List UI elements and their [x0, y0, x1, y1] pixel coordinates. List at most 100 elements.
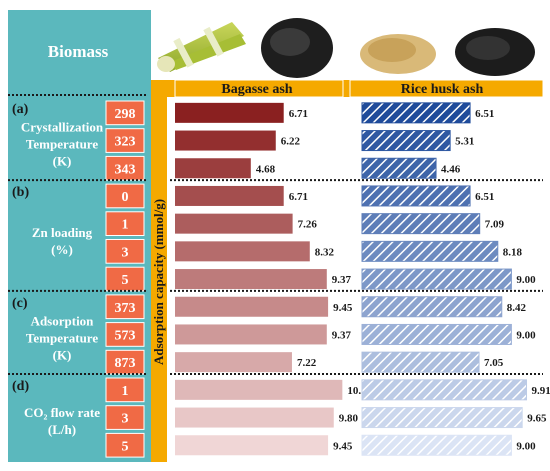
value-label-bagasse-ash: 9.45	[333, 302, 353, 314]
group-letter: (c)	[12, 296, 28, 311]
bar-bagasse-ash	[175, 269, 327, 290]
value-label-rice-husk-ash: 9.00	[516, 440, 536, 452]
value-label-rice-husk-ash: 7.09	[485, 219, 505, 231]
legend-bagasse-label: Bagasse ash	[221, 82, 292, 97]
y-axis-label: Adsorption capacity (mmol/g)	[151, 199, 166, 365]
bar-rice-husk-ash	[361, 434, 512, 456]
level-box	[105, 239, 145, 264]
rice-husk-ash-photo	[447, 10, 543, 82]
bar-bagasse-ash	[175, 435, 329, 456]
group-title-line: (L/h)	[48, 422, 76, 437]
value-label-rice-husk-ash: 9.65	[527, 413, 547, 425]
level-box	[105, 100, 145, 126]
level-label: 298	[115, 107, 136, 122]
rice-husk-photo	[350, 10, 445, 82]
bar-rice-husk-ash	[361, 213, 481, 235]
bar-rice-husk-ash	[361, 240, 499, 262]
value-label-bagasse-ash: 9.37	[332, 329, 352, 341]
bar-bagasse-ash	[175, 185, 284, 206]
value-label-rice-husk-ash: 6.51	[475, 191, 494, 203]
bar-bagasse-ash	[175, 130, 276, 151]
value-label-bagasse-ash: 7.26	[298, 219, 318, 231]
value-label-bagasse-ash: 6.22	[281, 136, 301, 148]
value-label-rice-husk-ash: 9.00	[516, 274, 536, 286]
bar-bagasse-ash	[175, 213, 293, 234]
sugarcane-photo	[151, 10, 248, 82]
bagasse-ash-photo	[250, 10, 345, 82]
bar-rice-husk-ash	[361, 379, 528, 401]
bar-rice-husk-ash	[361, 351, 480, 373]
value-label-bagasse-ash: 6.71	[289, 191, 308, 203]
level-box	[105, 183, 145, 209]
group-title-line: Zn loading	[32, 225, 93, 240]
level-box	[105, 294, 145, 320]
level-label: 5	[122, 439, 129, 454]
legend-rice-box	[349, 79, 544, 98]
value-label-bagasse-ash: 8.32	[315, 246, 335, 258]
bar-rice-husk-ash	[361, 130, 451, 152]
bar-rice-husk-ash	[361, 102, 471, 124]
bar-rice-husk-ash	[361, 185, 471, 207]
bar-bagasse-ash	[175, 296, 329, 317]
legend-bagasse-box	[174, 79, 344, 98]
value-label-rice-husk-ash: 5.31	[455, 136, 474, 148]
bar-bagasse-ash	[175, 407, 334, 428]
value-label-rice-husk-ash: 4.46	[441, 163, 461, 175]
group-letter: (a)	[12, 102, 29, 117]
bar-rice-husk-ash	[361, 157, 437, 179]
bar-bagasse-ash	[175, 379, 343, 400]
value-label-bagasse-ash: 9.37	[332, 274, 352, 286]
group-title-line: (%)	[51, 242, 73, 257]
bar-bagasse-ash	[175, 158, 251, 179]
biomass-header-box	[8, 10, 151, 90]
group-letter: (b)	[12, 185, 29, 200]
level-label: 0	[122, 190, 129, 205]
level-box	[105, 377, 145, 403]
level-box	[105, 432, 145, 458]
value-label-bagasse-ash: 7.22	[297, 357, 317, 369]
value-label-rice-husk-ash: 8.42	[507, 302, 527, 314]
y-axis-bar	[151, 97, 167, 462]
value-label-bagasse-ash: 4.68	[256, 163, 276, 175]
value-label-bagasse-ash: 9.45	[333, 440, 353, 452]
group-title-line: CO₂ flow rate	[24, 405, 100, 420]
biomass-label: Biomass	[48, 42, 109, 61]
bar-bagasse-ash	[175, 102, 284, 123]
value-label-rice-husk-ash: 9.91	[532, 385, 550, 397]
level-label: 573	[115, 328, 136, 343]
legend-rice-label: Rice husk ash	[401, 82, 484, 97]
level-label: 3	[122, 412, 129, 427]
level-label: 1	[122, 218, 129, 233]
value-label-rice-husk-ash: 6.51	[475, 108, 494, 120]
level-box	[105, 211, 145, 237]
level-label: 3	[122, 245, 129, 260]
value-label-bagasse-ash: 6.71	[289, 108, 308, 120]
value-label-bagasse-ash: 9.80	[339, 413, 359, 425]
group-title-line: Adsorption	[31, 313, 95, 328]
level-label: 873	[115, 356, 136, 371]
group-title-line: (K)	[53, 154, 72, 169]
bar-rice-husk-ash	[361, 407, 523, 429]
group-title-line: Crystallization	[21, 120, 104, 135]
level-label: 1	[122, 384, 129, 399]
level-label: 5	[122, 273, 129, 288]
group-title-line: Temperature	[26, 137, 98, 152]
bar-rice-husk-ash	[361, 323, 512, 345]
group-letter: (d)	[12, 379, 29, 394]
value-label-rice-husk-ash: 7.05	[484, 357, 504, 369]
group-title-line: (K)	[53, 347, 72, 362]
level-box	[105, 322, 145, 347]
bar-rice-husk-ash	[361, 296, 503, 318]
value-label-rice-husk-ash: 8.18	[503, 246, 523, 258]
bar-bagasse-ash	[175, 352, 292, 373]
bar-bagasse-ash	[175, 324, 327, 345]
level-label: 373	[115, 301, 136, 316]
level-box	[105, 128, 145, 153]
level-box	[105, 405, 145, 430]
bar-bagasse-ash	[175, 241, 310, 262]
level-label: 343	[115, 162, 136, 177]
bar-rice-husk-ash	[361, 268, 512, 290]
value-label-rice-husk-ash: 9.00	[516, 329, 536, 341]
